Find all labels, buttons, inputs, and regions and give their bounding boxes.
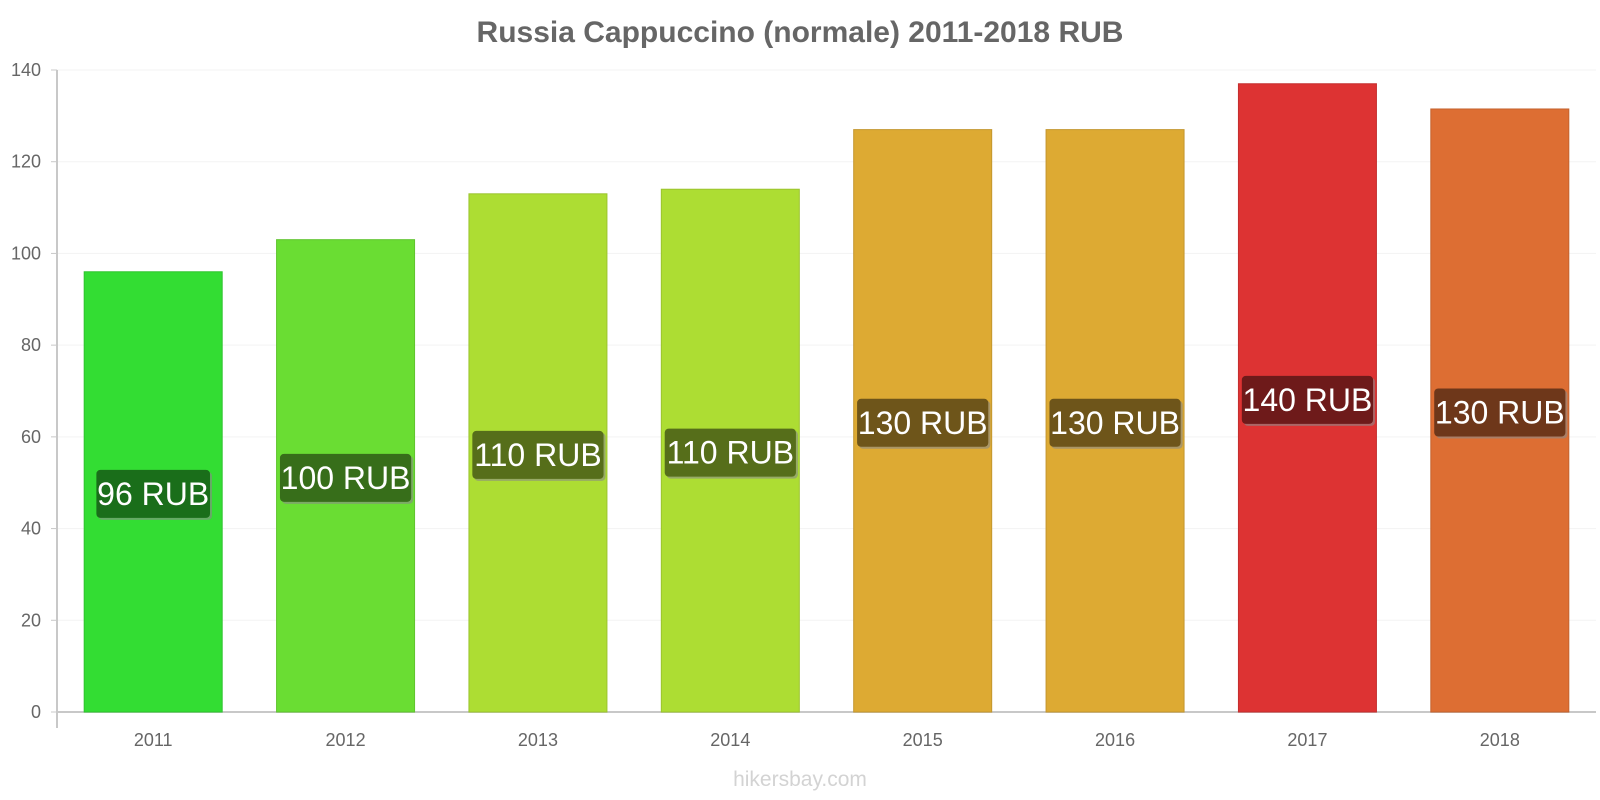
x-tick-label: 2016 bbox=[1095, 730, 1135, 750]
data-label-box bbox=[472, 430, 604, 479]
data-label: 140 RUB bbox=[1243, 382, 1373, 418]
y-tick-label: 140 bbox=[11, 60, 41, 80]
x-tick-label: 2012 bbox=[326, 730, 366, 750]
x-tick-label: 2018 bbox=[1480, 730, 1520, 750]
data-label: 100 RUB bbox=[281, 460, 411, 496]
data-label-box bbox=[664, 428, 796, 477]
data-label-box bbox=[279, 453, 412, 502]
data-label-box bbox=[1434, 388, 1566, 437]
data-label: 130 RUB bbox=[1050, 405, 1180, 441]
data-label-box bbox=[1241, 375, 1374, 424]
x-tick-label: 2013 bbox=[518, 730, 558, 750]
x-tick-label: 2015 bbox=[903, 730, 943, 750]
data-label-box bbox=[96, 469, 210, 518]
y-tick-label: 100 bbox=[11, 243, 41, 263]
y-tick-label: 120 bbox=[11, 152, 41, 172]
y-tick-label: 60 bbox=[21, 427, 41, 447]
y-tick-label: 20 bbox=[21, 610, 41, 630]
x-tick-label: 2017 bbox=[1287, 730, 1327, 750]
y-tick-label: 40 bbox=[21, 519, 41, 539]
y-tick-label: 80 bbox=[21, 335, 41, 355]
watermark: hikersbay.com bbox=[733, 768, 867, 791]
y-tick-label: 0 bbox=[31, 702, 41, 722]
x-tick-label: 2011 bbox=[134, 730, 173, 750]
data-label: 110 RUB bbox=[474, 437, 601, 473]
chart-title: Russia Cappuccino (normale) 2011-2018 RU… bbox=[476, 16, 1124, 49]
data-label-box bbox=[1049, 398, 1181, 447]
data-label-box bbox=[857, 398, 989, 447]
x-tick-label: 2014 bbox=[710, 730, 750, 750]
data-label: 130 RUB bbox=[1435, 394, 1565, 430]
data-label: 96 RUB bbox=[97, 476, 209, 512]
data-label: 130 RUB bbox=[858, 405, 988, 441]
data-label: 110 RUB bbox=[667, 435, 794, 471]
